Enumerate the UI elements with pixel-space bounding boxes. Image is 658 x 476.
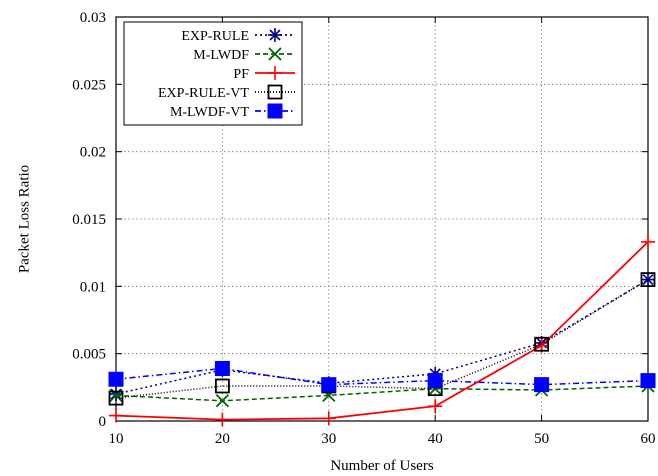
series-exp-rule-vt	[108, 272, 656, 406]
data-point	[534, 377, 550, 393]
data-point	[321, 377, 337, 393]
y-axis-title: Packet Loss Ratio	[16, 165, 32, 273]
series-pf	[109, 234, 655, 427]
y-tick-label: 0.005	[72, 347, 106, 363]
legend-marker	[267, 103, 283, 119]
y-tick-label: 0.01	[80, 279, 106, 295]
x-tick-label: 40	[428, 431, 443, 447]
data-point	[215, 412, 230, 427]
legend-marker	[268, 28, 282, 42]
x-tick-label: 30	[321, 431, 336, 447]
legend-item: M-LWDF-VT	[170, 103, 295, 120]
x-tick-label: 20	[215, 431, 230, 447]
legend-label: PF	[233, 67, 249, 82]
data-point	[641, 272, 655, 287]
legend-label: EXP-RULE	[181, 29, 249, 44]
x-axis-title: Number of Users	[330, 458, 433, 474]
data-point	[428, 399, 443, 414]
legend-marker	[267, 84, 283, 100]
y-tick-label: 0.02	[80, 145, 106, 161]
legend-item: M-LWDF	[193, 47, 295, 63]
data-point	[427, 373, 443, 389]
data-point	[321, 411, 336, 426]
y-tick-label: 0	[99, 414, 107, 430]
series-layer	[108, 234, 656, 427]
legend-item: EXP-RULE-VT	[158, 84, 295, 101]
x-tick-label: 50	[534, 431, 549, 447]
series-line	[115, 278, 649, 399]
series-line	[115, 385, 649, 402]
y-tick-label: 0.03	[80, 10, 106, 26]
x-tick-label: 60	[641, 431, 656, 447]
series-m-lwdf-vt	[108, 360, 656, 393]
data-point	[534, 336, 549, 352]
series-exp-rule	[109, 272, 655, 402]
legend-label: M-LWDF-VT	[170, 105, 250, 120]
axis-ticks: 0 0.005 0.01 0.015 0.02 0.025 0.03 10 20 30 40 50 60	[72, 10, 655, 447]
x-tick-label: 10	[109, 431, 124, 447]
y-tick-label: 0.025	[72, 77, 106, 93]
data-point	[108, 371, 124, 387]
legend-label: EXP-RULE-VT	[158, 86, 249, 101]
data-point	[214, 378, 230, 394]
data-point	[215, 394, 230, 408]
series-m-lwdf	[109, 379, 655, 408]
series-line	[115, 241, 649, 421]
legend-label: M-LWDF	[193, 48, 249, 63]
data-point	[109, 387, 123, 402]
legend-item: PF	[233, 66, 295, 82]
data-point	[641, 234, 655, 249]
series-line	[115, 278, 649, 395]
data-point	[640, 373, 656, 389]
legend: EXP-RULE M-LWDF PF EXP-RULE-VT M-LWDF-VT	[123, 21, 303, 126]
data-point	[108, 390, 124, 406]
data-point	[640, 272, 656, 288]
legend-marker	[268, 47, 282, 61]
data-point	[109, 408, 123, 423]
legend-item: EXP-RULE	[181, 28, 295, 44]
y-tick-label: 0.015	[72, 212, 106, 228]
data-point	[214, 360, 230, 376]
legend-marker	[268, 66, 282, 80]
